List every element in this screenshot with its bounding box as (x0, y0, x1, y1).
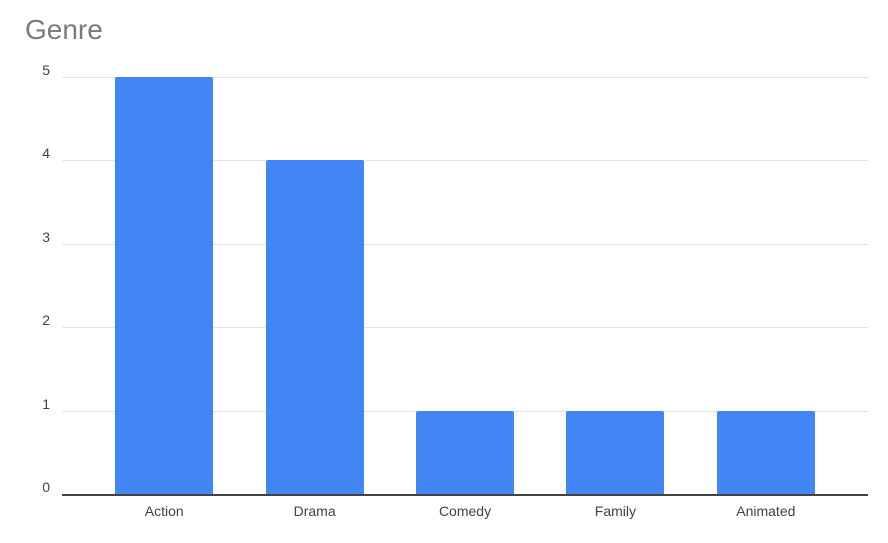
gridline (62, 327, 868, 329)
bar-action[interactable] (115, 77, 214, 494)
y-axis: 0 1 2 3 4 5 (0, 63, 50, 495)
chart-title: Genre (25, 14, 103, 45)
y-axis-tick-label: 3 (42, 228, 50, 245)
bar-slot (691, 77, 841, 494)
y-axis-tick-label: 5 (42, 62, 50, 78)
plot-area (62, 77, 868, 496)
bar-drama[interactable] (265, 160, 364, 494)
bar-comedy[interactable] (416, 410, 515, 494)
x-axis-line (62, 494, 868, 496)
y-axis-tick-label: 1 (42, 395, 50, 412)
gridline (62, 243, 868, 245)
x-axis-label-drama: Drama (293, 503, 336, 519)
bar-slot (89, 77, 239, 494)
bar-slot (390, 77, 540, 494)
y-axis-tick-label: 0 (42, 479, 50, 495)
x-axis-label-animated: Animated (736, 503, 796, 519)
y-axis-tick-label: 2 (42, 312, 50, 329)
x-axis-label-comedy: Comedy (438, 503, 492, 519)
bars-layer (89, 77, 841, 494)
bar-family[interactable] (566, 410, 665, 494)
x-axis-label-family: Family (594, 503, 637, 519)
gridline (62, 77, 868, 78)
bar-animated[interactable] (716, 410, 815, 494)
x-axis-label-action: Action (144, 503, 184, 519)
y-axis-tick-label: 4 (42, 145, 50, 162)
gridline (62, 160, 868, 162)
bar-slot (239, 77, 389, 494)
x-axis-labels: Action Drama Comedy Family Animated (89, 503, 841, 519)
bar-slot (540, 77, 690, 494)
